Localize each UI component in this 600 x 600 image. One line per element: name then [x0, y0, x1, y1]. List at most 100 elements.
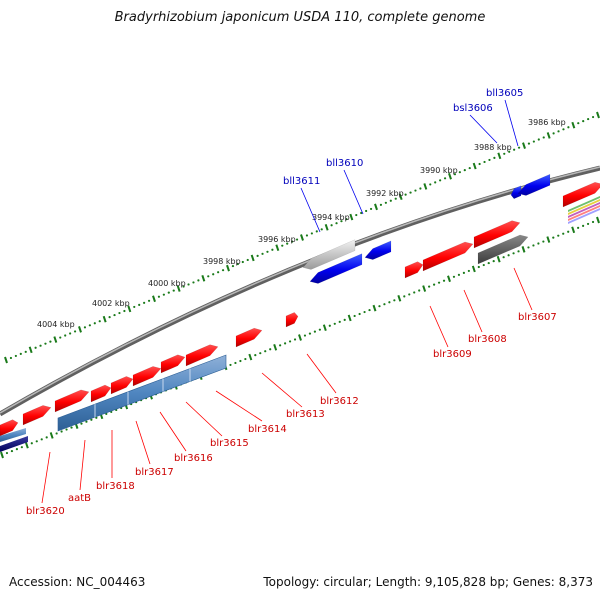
ruler-dot [5, 451, 9, 455]
ruler-dot [73, 330, 77, 333]
ruler-dot [567, 230, 570, 233]
label-leader [300, 187, 321, 233]
genome-backbone-highlight [0, 166, 600, 414]
ruler-dot [246, 258, 249, 262]
ruler-dot [358, 312, 361, 316]
ruler-tick [24, 441, 29, 449]
ruler-dot [15, 448, 18, 451]
ruler-dot [414, 189, 417, 192]
label-leader [261, 372, 303, 408]
ruler-dot [308, 332, 312, 335]
ruler-dot [239, 359, 242, 363]
ruler-dot [379, 203, 383, 206]
ruler-dot [333, 322, 336, 325]
ruler-dot [403, 295, 406, 298]
ruler-dot [542, 136, 545, 139]
ruler-tick [0, 451, 4, 459]
ruler-dot [428, 285, 431, 288]
ruler-dot [138, 303, 141, 306]
feature-stripe [568, 208, 600, 224]
ruler-dot [271, 248, 274, 251]
feature-stripe [568, 196, 600, 212]
kbp-label: 3998 kbp [203, 257, 241, 266]
ruler-tick [152, 295, 156, 303]
gene-forward-edge [562, 181, 600, 208]
ruler-tick [49, 432, 54, 439]
ruler-dot [310, 232, 313, 235]
ruler-dot [83, 326, 87, 329]
ruler-dot [567, 126, 570, 129]
ruler-dot [20, 446, 23, 449]
ruler-tick [347, 314, 352, 322]
ruler-dot [221, 269, 225, 272]
ruler-dot [64, 334, 67, 337]
ruler-dot [24, 350, 27, 353]
ruler-tick [422, 285, 427, 292]
ruler-tick [596, 111, 600, 119]
label-leader [135, 420, 151, 465]
ruler-dot [49, 340, 52, 343]
ruler-tick [4, 356, 8, 364]
ruler-dot [45, 436, 48, 439]
label-leader [469, 114, 498, 144]
ruler-dot [434, 181, 437, 184]
gene-forward [22, 405, 52, 426]
label-leader [513, 267, 533, 311]
ruler-dot [244, 357, 247, 361]
ruler-dot [284, 342, 287, 345]
ruler-dot [335, 222, 338, 225]
gene-forward [160, 354, 186, 374]
ruler-dot [123, 309, 126, 313]
ruler-dot [293, 338, 297, 341]
gene-forward [473, 220, 521, 249]
ruler-dot [182, 285, 185, 288]
ruler-tick [374, 203, 378, 211]
ruler-dot [532, 140, 535, 143]
ruler-dot [443, 177, 447, 180]
ruler-dot [532, 244, 535, 247]
ruler-dot [295, 238, 299, 241]
gene-label: blr3608 [468, 334, 507, 345]
ruler-dot [527, 246, 530, 249]
ruler-dot [143, 301, 146, 304]
gene-forward [404, 261, 424, 279]
ruler-dot [537, 138, 540, 141]
ruler-dot [231, 264, 235, 268]
ruler-tick [298, 334, 302, 341]
label-leader [463, 289, 483, 333]
ruler-dot [241, 260, 244, 264]
genome-title: Bradyrhizobium japonicum USDA 110, compl… [114, 10, 486, 25]
ruler-dot [147, 299, 151, 302]
ruler-dot [591, 115, 595, 119]
ruler-dot [488, 158, 491, 162]
ruler-dot [542, 240, 545, 243]
ruler-tick [447, 275, 451, 283]
gene-forward [185, 344, 219, 367]
ruler-dot [254, 354, 257, 357]
ruler-tick [201, 275, 206, 282]
ruler-dot [313, 330, 316, 333]
topology-text: Topology: circular; Length: 9,105,828 bp… [263, 575, 593, 589]
kbp-label: 3988 kbp [474, 143, 512, 152]
ruler-tick [53, 336, 58, 343]
ruler-dot [261, 252, 264, 255]
ruler-dot [44, 342, 47, 345]
ruler-dot [389, 199, 392, 202]
ruler-tick [496, 255, 501, 263]
gene-label: blr3612 [320, 396, 359, 407]
ruler-dot [192, 281, 195, 284]
genome-backbone [0, 165, 600, 417]
ruler-tick [300, 234, 304, 241]
ruler-dot [368, 308, 371, 312]
ruler-dot [315, 230, 318, 233]
gene-label: blr3607 [518, 312, 557, 323]
ruler-dot [483, 160, 486, 164]
ruler-dot [577, 226, 580, 229]
feature-stripe [568, 202, 600, 218]
gene-forward [422, 241, 474, 272]
ruler-dot [320, 228, 323, 231]
feature-stripe [568, 199, 600, 215]
ruler-tick [471, 265, 476, 273]
ruler-dot [70, 426, 73, 429]
ruler-dot [468, 166, 471, 170]
